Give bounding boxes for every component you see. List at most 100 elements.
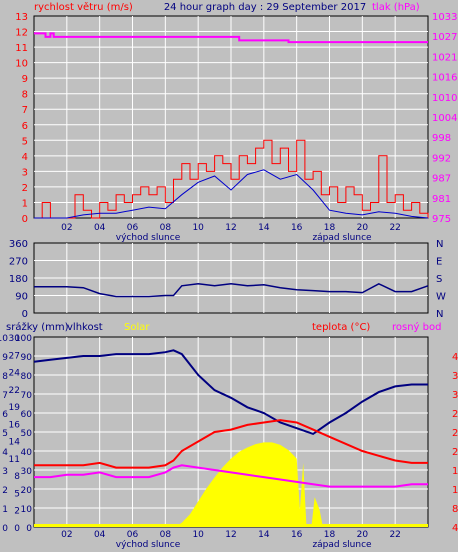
rain-tick-6: 6 (2, 410, 8, 420)
humidity-y-ticks: 0 2 5 8 11 14 16 19 22 24 27 30 (9, 334, 21, 534)
wind-tick-8: 8 (22, 90, 28, 101)
x-tick-label-20: 20 (357, 530, 369, 540)
humidity-tick-8: 22 (9, 386, 20, 396)
x-tick-label-20: 20 (357, 223, 369, 233)
temperature-tick-1: 8 (452, 504, 458, 515)
pressure-tick-0: 975 (432, 214, 451, 225)
x-tick-label-04: 04 (94, 530, 106, 540)
x-tick-label-06: 06 (127, 530, 139, 540)
direction-y-ticks: 0 90 180 270 360 (9, 239, 28, 320)
wind-tick-9: 9 (22, 74, 28, 85)
humidity-tick-9: 24 (9, 369, 21, 379)
humidity-secondary-tick-3: 30 (21, 467, 33, 477)
temperature-tick-4: 20 (452, 447, 458, 458)
compass-4: N (436, 239, 443, 250)
wind-axis-label: rychlost větru (m/s) (34, 1, 133, 13)
temperature-tick-2: 12 (452, 485, 458, 496)
compass-3: E (436, 257, 442, 268)
wind-tick-6: 6 (22, 121, 28, 132)
x-tick-label-14: 14 (258, 530, 270, 540)
rain-axis-label: srážky (mm) (6, 321, 69, 333)
pressure-tick-1: 981 (432, 194, 451, 205)
temperature-tick-8: 36 (452, 371, 458, 382)
rain-tick-2: 2 (2, 486, 8, 496)
rain-tick-10: 10 (0, 334, 8, 344)
direction-tick-1: 90 (15, 292, 28, 303)
direction-grid (34, 243, 428, 313)
x-tick-label-10: 10 (192, 223, 204, 233)
humidity-secondary-tick-10: 100 (15, 334, 32, 344)
x-tick-label-12: 12 (225, 223, 236, 233)
humidity-tick-10: 27 (9, 351, 20, 361)
wind-tick-11: 11 (15, 43, 28, 54)
wind-tick-3: 3 (22, 167, 28, 178)
humidity-series-line (33, 349, 428, 436)
x-tick-label-08: 08 (160, 223, 172, 233)
rain-tick-8: 8 (2, 372, 8, 382)
humidity-tick-0: 0 (14, 524, 20, 534)
pressure-tick-9: 1027 (432, 32, 457, 43)
humidity-tick-2: 5 (14, 489, 20, 499)
pressure-y-ticks: 975 981 987 992 998 1004 1010 1016 1021 1027 1033 (432, 12, 457, 225)
compass-1: W (436, 292, 446, 303)
temperature-tick-6: 28 (452, 409, 458, 420)
temperature-y-ticks: 4 8 12 16 20 24 28 32 36 40 (452, 352, 458, 534)
x-tick-label-08: 08 (160, 530, 172, 540)
x-tick-label-06: 06 (127, 223, 139, 233)
rain-tick-4: 4 (2, 448, 8, 458)
x-tick-label-18: 18 (324, 223, 336, 233)
wind-tick-4: 4 (22, 152, 28, 163)
humidity-secondary-tick-7: 70 (21, 391, 33, 401)
x-tick-label-04: 04 (94, 223, 106, 233)
pressure-tick-5: 1004 (432, 113, 457, 124)
wind-tick-0: 0 (22, 214, 28, 225)
temperature-tick-3: 16 (452, 466, 458, 477)
wind-tick-2: 2 (22, 183, 28, 194)
dewpoint-series-line (34, 464, 428, 488)
solar-area (175, 442, 323, 527)
sunrise-label-top: východ slunce (116, 233, 181, 243)
weather-x-ticks: 02 04 06 08 10 12 14 16 18 20 22 (61, 530, 401, 540)
humidity-secondary-tick-2: 20 (21, 486, 33, 496)
humidity-secondary-tick-9: 90 (21, 353, 33, 363)
temperature-series-line (34, 419, 428, 469)
direction-tick-4: 360 (9, 239, 28, 250)
wind-grid (34, 16, 428, 218)
pressure-tick-7: 1016 (432, 73, 457, 84)
rain-tick-0: 0 (2, 524, 8, 534)
humidity-tick-3: 8 (14, 472, 20, 482)
pressure-series-line (34, 32, 428, 44)
x-tick-label-10: 10 (192, 530, 204, 540)
wind-x-ticks: 02 04 06 08 10 12 14 16 18 20 22 (61, 223, 401, 233)
humidity-tick-6: 16 (9, 420, 21, 430)
rain-y-ticks: 0 1 2 3 4 5 6 7 8 9 10 (0, 334, 8, 534)
pressure-tick-4: 998 (432, 133, 451, 144)
wind-speed-series-line (34, 169, 429, 219)
humidity-tick-4: 11 (9, 455, 20, 465)
sunset-label-top: západ slunce (312, 233, 372, 243)
humidity-tick-5: 14 (9, 438, 21, 448)
x-tick-label-18: 18 (324, 530, 336, 540)
rain-tick-1: 1 (2, 505, 8, 515)
x-tick-label-22: 22 (389, 223, 400, 233)
rain-tick-7: 7 (2, 391, 8, 401)
wind-tick-13: 13 (15, 12, 28, 23)
humidity-secondary-tick-1: 10 (21, 505, 33, 515)
sunrise-label-bottom: východ slunce (116, 540, 181, 550)
x-tick-label-12: 12 (225, 530, 236, 540)
humidity-secondary-tick-5: 50 (21, 429, 33, 439)
wind-direction-series-line (34, 282, 429, 298)
wind-tick-7: 7 (22, 105, 28, 116)
gust-series-line (34, 139, 429, 219)
x-tick-label-02: 02 (61, 530, 72, 540)
humidity-label: vlhkost (67, 322, 103, 333)
temperature-tick-5: 24 (452, 428, 458, 439)
temperature-tick-7: 32 (452, 390, 458, 401)
direction-tick-0: 0 (22, 309, 28, 320)
compass-0: N (436, 309, 443, 320)
x-tick-label-22: 22 (389, 530, 400, 540)
